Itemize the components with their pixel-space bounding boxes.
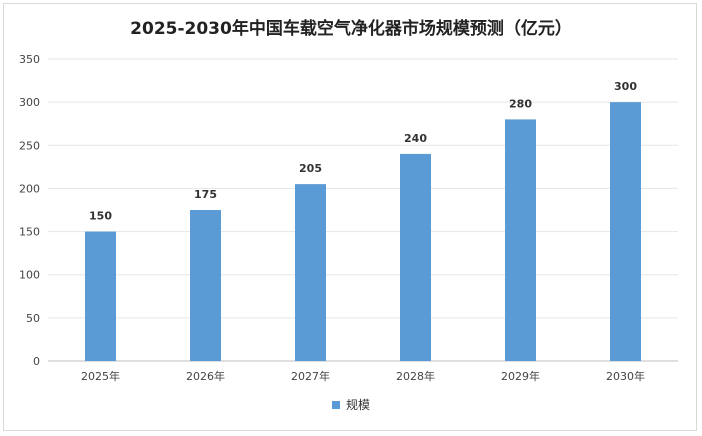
data-label: 150 <box>89 210 112 223</box>
chart-frame <box>3 3 697 431</box>
legend-label: 规模 <box>345 398 370 412</box>
data-label: 280 <box>509 97 532 110</box>
data-label: 240 <box>404 132 427 145</box>
y-tick-label: 100 <box>19 269 40 282</box>
bar-1 <box>190 210 221 361</box>
x-axis-ticks: 2025年 2026年 2027年 2028年 2029年 2030年 <box>81 369 645 383</box>
x-tick-label: 2025年 <box>81 369 120 383</box>
data-label: 205 <box>299 162 322 175</box>
y-axis-ticks: 0 50 100 150 200 250 300 350 <box>19 53 40 368</box>
x-tick-label: 2027年 <box>291 369 330 383</box>
legend-swatch <box>331 400 340 409</box>
gridlines <box>48 58 678 362</box>
y-tick-label: 250 <box>19 139 40 152</box>
bar-0 <box>85 231 116 361</box>
x-tick-label: 2028年 <box>396 369 435 383</box>
y-tick-label: 200 <box>19 182 40 195</box>
y-tick-label: 0 <box>33 355 40 368</box>
y-tick-label: 150 <box>19 226 40 239</box>
y-tick-label: 50 <box>26 312 40 325</box>
bar-3 <box>400 153 431 361</box>
data-labels: 150 175 205 240 280 300 <box>89 80 637 222</box>
chart-title: 2025-2030年中国车载空气净化器市场规模预测（亿元） <box>130 19 572 39</box>
x-tick-label: 2029年 <box>501 369 540 383</box>
bar-4 <box>505 119 536 362</box>
x-tick-label: 2026年 <box>186 369 225 383</box>
bar-2 <box>295 184 326 361</box>
x-tick-label: 2030年 <box>606 369 645 383</box>
data-label: 175 <box>194 188 217 201</box>
y-tick-label: 300 <box>19 96 40 109</box>
data-label: 300 <box>614 80 637 93</box>
bars <box>85 102 641 362</box>
bar-5 <box>610 102 641 362</box>
legend: 规模 <box>0 396 702 413</box>
y-tick-label: 350 <box>19 53 40 66</box>
